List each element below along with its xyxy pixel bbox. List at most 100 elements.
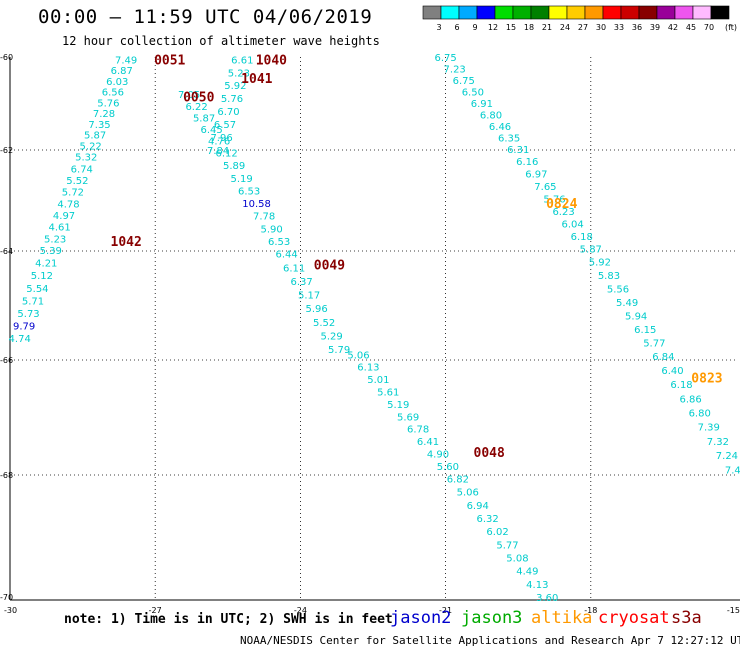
colorbar-swatch [692, 5, 712, 20]
swh-value: 6.70 [217, 107, 239, 118]
swh-value: 5.96 [305, 304, 327, 315]
swh-value: 6.61 [231, 55, 253, 66]
note-text: note: 1) Time is in UTC; 2) SWH is in fe… [64, 612, 393, 627]
pass-time-label: 0049 [314, 259, 345, 274]
colorbar-tick-label: 15 [506, 23, 516, 32]
swh-value: 6.31 [507, 145, 529, 156]
swh-value: 5.79 [328, 345, 350, 356]
pass-time-label: 1041 [241, 72, 272, 87]
legend-sat-altika: altika [531, 608, 593, 628]
swh-value: 4.78 [57, 199, 79, 210]
colorbar-tick-label: 33 [614, 23, 624, 32]
swh-value: 5.89 [223, 161, 245, 172]
swh-value: 5.69 [397, 412, 419, 423]
swh-value: 4.76 [208, 137, 230, 148]
lon-tick-label: -27 [149, 606, 162, 615]
swh-value: 5.01 [367, 375, 389, 386]
swh-value: 6.23 [552, 207, 574, 218]
swh-value: 4.13 [526, 580, 548, 591]
swh-value: 6.53 [268, 237, 290, 248]
colorbar-tick-label: 45 [686, 23, 696, 32]
swh-value: 5.73 [17, 309, 39, 320]
swh-value: 6.13 [357, 363, 379, 374]
colorbar-tick-label: 70 [704, 23, 714, 32]
swh-value: 5.87 [193, 113, 215, 124]
swh-value: 6.45 [200, 125, 222, 136]
swh-value: 6.32 [476, 514, 498, 525]
swh-value: 10.58 [242, 199, 271, 210]
lon-tick-label: -21 [439, 606, 452, 615]
axis-ticks: -60 -62 -64 -66 -68 -70 -30 -27 -24 -21 -18 -15 [0, 53, 740, 615]
swh-value: 5.56 [607, 285, 629, 296]
swh-value: 6.75 [434, 53, 456, 64]
swh-value: 5.22 [80, 141, 102, 152]
swh-value: 6.97 [525, 170, 547, 181]
swh-value: 5.17 [298, 291, 320, 302]
swh-value: 5.72 [62, 188, 84, 199]
swh-value: 5.71 [22, 296, 44, 307]
swh-tracks: 4.749.795.735.715.545.124.215.395.234.61… [9, 53, 740, 604]
swh-value: 7.84 [207, 146, 229, 157]
colorbar-swatch [494, 5, 514, 20]
swh-value: 5.92 [224, 81, 246, 92]
swh-value: 5.61 [377, 387, 399, 398]
swh-value: 6.75 [453, 76, 475, 87]
colorbar-swatch [674, 5, 694, 20]
swh-value: 6.03 [106, 77, 128, 88]
swh-value: 5.87 [84, 131, 106, 142]
colorbar-swatch [584, 5, 604, 20]
lat-tick-label: -64 [0, 247, 13, 256]
swh-value: 5.23 [44, 234, 66, 245]
colorbar-swatch [656, 5, 676, 20]
swh-value: 6.46 [489, 122, 511, 133]
swh-value: 7.49 [115, 55, 137, 66]
lat-tick-label: -70 [0, 593, 13, 602]
swh-value: 4.74 [9, 334, 31, 345]
lon-tick-label: -24 [294, 606, 307, 615]
map-title: 00:00 – 11:59 UTC 04/06/2019 [38, 6, 373, 28]
swh-value: 6.74 [71, 164, 93, 175]
swh-value: 4.97 [53, 211, 75, 222]
swh-value: 5.29 [320, 331, 342, 342]
lat-tick-label: -62 [0, 146, 13, 155]
swh-value: 7.28 [93, 109, 115, 120]
swh-value: 5.83 [598, 271, 620, 282]
swh-value: 6.82 [447, 475, 469, 486]
swh-value: 5.77 [496, 540, 518, 551]
swh-value: 6.22 [185, 102, 207, 113]
swh-value: 6.57 [214, 120, 236, 131]
colorbar-swatch [476, 5, 496, 20]
colorbar-tick-label: 21 [542, 23, 552, 32]
pass-time-label: 0048 [474, 446, 505, 461]
swh-value: 6.50 [462, 87, 484, 98]
map-grid [10, 57, 736, 600]
pass-time-label: 0823 [691, 371, 722, 386]
colorbar-swatch [710, 5, 730, 20]
swh-value: 6.78 [407, 425, 429, 436]
swh-value: 6.80 [689, 408, 711, 419]
swh-value: 6.94 [467, 501, 489, 512]
swh-value: 5.08 [506, 554, 528, 565]
swh-value: 7.96 [210, 133, 232, 144]
lon-tick-label: -15 [727, 606, 740, 615]
track-0050: 7.056.225.876.454.766.125.895.196.5310.5… [178, 90, 350, 356]
swh-value: 6.80 [480, 110, 502, 121]
colorbar-tick-label: 27 [578, 23, 588, 32]
swh-value: 5.76 [221, 94, 243, 105]
swh-value: 7.23 [444, 64, 466, 75]
swh-value: 5.06 [457, 488, 479, 499]
colorbar-swatch [602, 5, 622, 20]
swh-value: 6.35 [498, 133, 520, 144]
lat-tick-label: -60 [0, 53, 13, 62]
swh-value: 5.92 [589, 258, 611, 269]
colorbar-swatch [620, 5, 640, 20]
legend-sat-jason2: jason2 [390, 608, 452, 628]
swh-value: 7.45 [725, 465, 740, 476]
map-subtitle: 12 hour collection of altimeter wave hei… [62, 34, 380, 48]
colorbar-tick-label: 12 [488, 23, 498, 32]
swh-value: 6.91 [471, 99, 493, 110]
legend-sat-jason3: jason3 [461, 608, 523, 628]
pass-time-label: 1042 [111, 235, 142, 250]
